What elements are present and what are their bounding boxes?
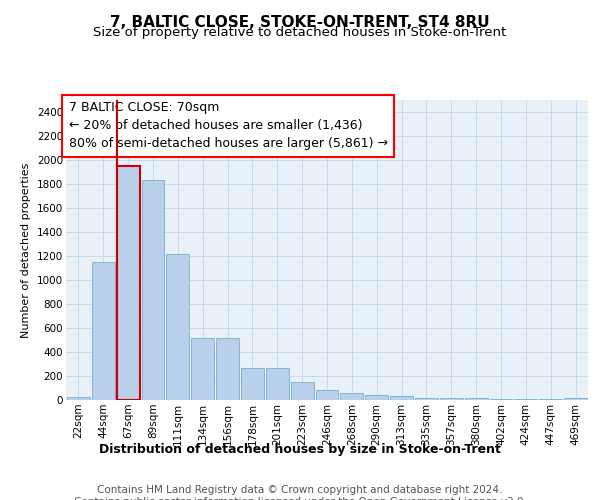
Bar <box>216 338 239 400</box>
Text: Contains HM Land Registry data © Crown copyright and database right 2024.
Contai: Contains HM Land Registry data © Crown c… <box>74 485 526 500</box>
Bar <box>117 166 140 400</box>
Text: 7 BALTIC CLOSE: 70sqm
← 20% of detached houses are smaller (1,436)
80% of semi-d: 7 BALTIC CLOSE: 70sqm ← 20% of detached … <box>68 102 388 150</box>
Bar <box>564 398 587 400</box>
Bar <box>92 262 115 400</box>
Bar <box>415 398 438 400</box>
Bar <box>440 398 463 400</box>
Bar <box>365 394 388 400</box>
Bar <box>241 368 264 400</box>
Text: 7, BALTIC CLOSE, STOKE-ON-TRENT, ST4 8RU: 7, BALTIC CLOSE, STOKE-ON-TRENT, ST4 8RU <box>110 15 490 30</box>
Bar <box>465 398 488 400</box>
Bar <box>142 180 164 400</box>
Bar <box>166 254 189 400</box>
Text: Distribution of detached houses by size in Stoke-on-Trent: Distribution of detached houses by size … <box>99 442 501 456</box>
Bar <box>390 396 413 400</box>
Bar <box>291 382 314 400</box>
Bar <box>266 368 289 400</box>
Bar <box>316 390 338 400</box>
Bar <box>191 338 214 400</box>
Bar <box>340 393 363 400</box>
Y-axis label: Number of detached properties: Number of detached properties <box>22 162 31 338</box>
Text: Size of property relative to detached houses in Stoke-on-Trent: Size of property relative to detached ho… <box>94 26 506 39</box>
Bar <box>67 397 90 400</box>
